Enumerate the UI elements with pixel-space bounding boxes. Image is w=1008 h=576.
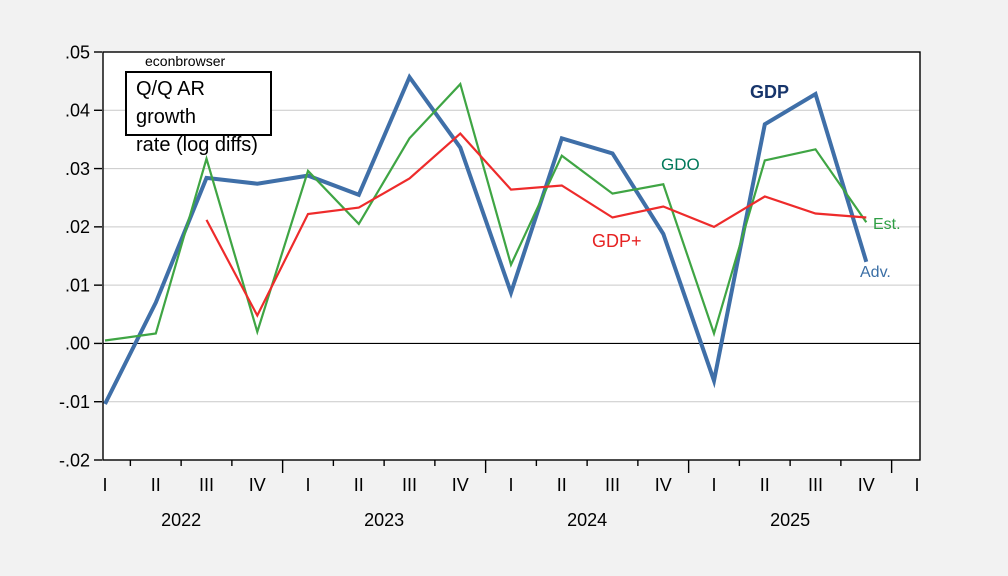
x-axis-ticks bbox=[129, 460, 893, 473]
x-axis-quarter-labels: I II III IV I II III IV I II III IV I II III IV I bbox=[102, 475, 919, 495]
svg-text:I: I bbox=[508, 475, 513, 495]
svg-text:III: III bbox=[199, 475, 214, 495]
svg-text:.03: .03 bbox=[65, 159, 90, 179]
endpoint-label-est: Est. bbox=[873, 216, 901, 233]
svg-text:IV: IV bbox=[858, 475, 875, 495]
svg-text:IV: IV bbox=[655, 475, 672, 495]
watermark-econbrowser: econbrowser bbox=[145, 53, 226, 69]
svg-text:.05: .05 bbox=[65, 42, 90, 62]
svg-text:I: I bbox=[305, 475, 310, 495]
series-line-gdpplus bbox=[205, 132, 867, 318]
svg-text:2025: 2025 bbox=[770, 510, 810, 530]
svg-text:II: II bbox=[760, 475, 770, 495]
svg-text:I: I bbox=[711, 475, 716, 495]
plot-frame bbox=[102, 51, 921, 461]
svg-text:III: III bbox=[605, 475, 620, 495]
svg-text:I: I bbox=[102, 475, 107, 495]
svg-text:III: III bbox=[808, 475, 823, 495]
chart-note-box: Q/Q AR growth rate (log diffs) bbox=[125, 71, 272, 156]
x-axis-year-labels: 2022 2023 2024 2025 bbox=[161, 510, 810, 530]
svg-text:IV: IV bbox=[249, 475, 266, 495]
svg-text:.04: .04 bbox=[65, 101, 90, 121]
svg-text:.00: .00 bbox=[65, 334, 90, 354]
series-label-gdp: GDP bbox=[750, 82, 790, 102]
svg-text:I: I bbox=[914, 475, 919, 495]
svg-text:-.01: -.01 bbox=[59, 392, 90, 412]
svg-text:2022: 2022 bbox=[161, 510, 201, 530]
svg-text:II: II bbox=[354, 475, 364, 495]
series-line-gdo bbox=[104, 81, 868, 342]
y-axis-ticks bbox=[94, 51, 102, 461]
svg-text:II: II bbox=[151, 475, 161, 495]
svg-text:III: III bbox=[402, 475, 417, 495]
svg-text:II: II bbox=[557, 475, 567, 495]
series-line-gdp bbox=[103, 73, 869, 405]
svg-text:2024: 2024 bbox=[567, 510, 607, 530]
svg-text:.02: .02 bbox=[65, 217, 90, 237]
y-axis-labels: .05 .04 .03 .02 .01 .00 -.01 -.02 bbox=[59, 42, 90, 470]
svg-text:2023: 2023 bbox=[364, 510, 404, 530]
endpoint-label-adv: Adv. bbox=[860, 264, 891, 281]
svg-text:IV: IV bbox=[452, 475, 469, 495]
series-label-gdo: GDO bbox=[661, 155, 700, 174]
svg-text:.01: .01 bbox=[65, 275, 90, 295]
svg-text:-.02: -.02 bbox=[59, 450, 90, 470]
series-label-gdp-plus: GDP+ bbox=[592, 231, 642, 251]
